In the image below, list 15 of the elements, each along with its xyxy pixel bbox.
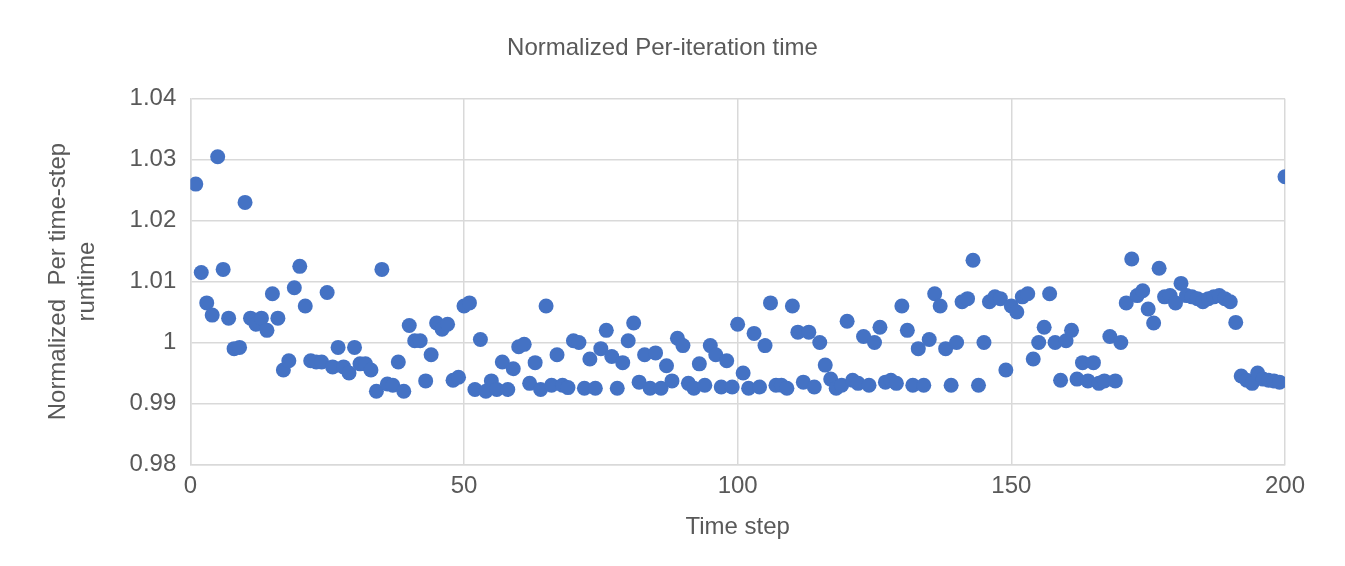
x-tick-label: 150 (991, 471, 1032, 499)
x-axis-title: Time step (685, 512, 790, 540)
y-tick-label: 1.04 (129, 83, 177, 111)
x-tick-label: 0 (183, 471, 197, 499)
y-tick-label: 1.01 (129, 266, 177, 294)
y-tick-label: 0.98 (129, 449, 177, 477)
x-tick-label: 200 (1264, 471, 1306, 499)
y-tick-label: 1 (162, 327, 177, 355)
y-tick-label: 1.02 (129, 205, 177, 233)
chart-title: Normalized Per-iteration time (507, 33, 818, 61)
y-tick-label: 0.99 (129, 388, 177, 416)
x-tick-label: 100 (717, 471, 758, 499)
y-tick-label: 1.03 (129, 144, 177, 172)
x-tick-label: 50 (450, 471, 478, 499)
y-axis-title: Normalized Per time-step runtime (43, 142, 99, 421)
